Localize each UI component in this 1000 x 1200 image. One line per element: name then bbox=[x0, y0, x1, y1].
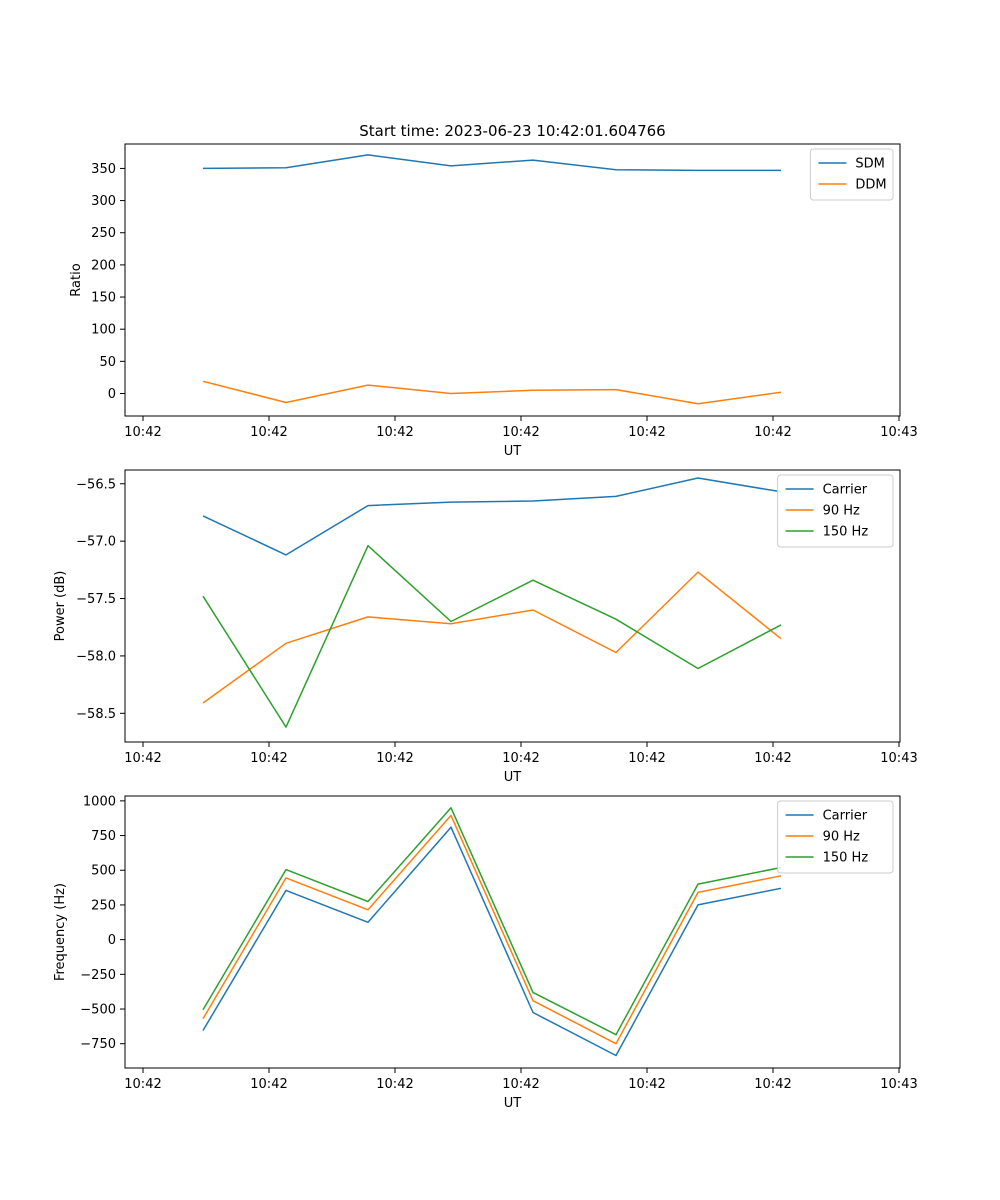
y-tick-label: −500 bbox=[80, 1003, 116, 1018]
series-line-sdm bbox=[202, 154, 781, 172]
chart-panel-2: 10:42 10:42 10:42 10:42 10:42 10:42 10:43 UT −58… bbox=[53, 469, 918, 785]
series-line-ddm bbox=[202, 380, 782, 405]
x-tick-label: 10:42 bbox=[250, 1077, 287, 1092]
y-tick-label: 250 bbox=[91, 226, 116, 241]
legend-label: Carrier bbox=[823, 483, 868, 498]
y-tick-label: 150 bbox=[91, 291, 116, 306]
legend-label: 90 Hz bbox=[823, 504, 860, 519]
y-tick-label: 250 bbox=[91, 898, 116, 913]
legend: Carrier 90 Hz 150 Hz bbox=[777, 474, 894, 548]
y-tick-label: 350 bbox=[91, 162, 116, 177]
x-tick-label: 10:43 bbox=[880, 425, 917, 440]
x-tick-label: 10:42 bbox=[754, 425, 791, 440]
y-tick-label: 50 bbox=[99, 355, 116, 370]
x-tick-label: 10:42 bbox=[628, 751, 665, 766]
series-line-90-hz bbox=[202, 571, 782, 704]
axes-frame bbox=[124, 795, 901, 1069]
y-tick-label: −57.0 bbox=[76, 535, 116, 550]
x-axis-label: UT bbox=[504, 770, 522, 785]
legend-label: Carrier bbox=[823, 809, 868, 824]
y-tick-label: 100 bbox=[91, 323, 116, 338]
legend-box bbox=[809, 148, 894, 201]
x-tick-label: 10:42 bbox=[124, 425, 161, 440]
axes-frame bbox=[124, 143, 901, 417]
chart-panel-1: 10:42 10:42 10:42 10:42 10:42 10:42 10:43 UT 0 50… bbox=[69, 143, 918, 459]
series-line-150-hz bbox=[202, 544, 782, 728]
legend: SDM DDM bbox=[809, 148, 894, 201]
legend-box bbox=[777, 800, 894, 874]
y-tick-label: 200 bbox=[91, 258, 116, 273]
y-tick-label: −56.5 bbox=[76, 477, 116, 492]
y-tick-label: 300 bbox=[91, 194, 116, 209]
x-tick-label: 10:42 bbox=[124, 751, 161, 766]
y-tick-label: −57.5 bbox=[76, 592, 116, 607]
legend-label: SDM bbox=[855, 157, 884, 172]
y-tick-label: 0 bbox=[108, 387, 116, 402]
series-line-150-hz bbox=[202, 807, 782, 1036]
chart-panel-3: 10:42 10:42 10:42 10:42 10:42 10:42 10:43 UT −75… bbox=[53, 794, 918, 1111]
x-tick-label: 10:42 bbox=[376, 1077, 413, 1092]
x-tick-label: 10:42 bbox=[250, 425, 287, 440]
x-tick-label: 10:42 bbox=[376, 425, 413, 440]
x-tick-label: 10:42 bbox=[502, 1077, 539, 1092]
x-axis-label: UT bbox=[504, 444, 522, 459]
axes-frame bbox=[124, 469, 901, 743]
x-axis-label: UT bbox=[504, 1096, 522, 1111]
x-tick-label: 10:42 bbox=[628, 1077, 665, 1092]
y-tick-label: −58.5 bbox=[76, 707, 116, 722]
legend-label: DDM bbox=[855, 178, 886, 193]
series-line-carrier bbox=[202, 477, 782, 556]
y-tick-label: −58.0 bbox=[76, 649, 116, 664]
x-tick-label: 10:42 bbox=[124, 1077, 161, 1092]
x-tick-label: 10:42 bbox=[502, 425, 539, 440]
x-tick-label: 10:42 bbox=[754, 1077, 791, 1092]
y-tick-label: 500 bbox=[91, 864, 116, 879]
y-tick-label: 1000 bbox=[83, 794, 116, 809]
figure-title: Start time: 2023-06-23 10:42:01.604766 bbox=[359, 122, 665, 140]
series-line-carrier bbox=[202, 826, 782, 1057]
x-tick-label: 10:42 bbox=[250, 751, 287, 766]
y-axis-label: Frequency (Hz) bbox=[53, 883, 68, 981]
x-tick-label: 10:42 bbox=[502, 751, 539, 766]
x-tick-label: 10:42 bbox=[754, 751, 791, 766]
y-tick-label: 0 bbox=[108, 933, 116, 948]
y-tick-label: −250 bbox=[80, 968, 116, 983]
x-tick-label: 10:43 bbox=[880, 1077, 917, 1092]
legend: Carrier 90 Hz 150 Hz bbox=[777, 800, 894, 874]
y-axis-label: Power (dB) bbox=[53, 571, 68, 642]
x-tick-label: 10:43 bbox=[880, 751, 917, 766]
y-axis-label: Ratio bbox=[69, 263, 84, 296]
x-tick-label: 10:42 bbox=[376, 751, 413, 766]
chart-panels: 10:42 10:42 10:42 10:42 10:42 10:42 10:43 UT 0 50… bbox=[53, 143, 918, 1111]
legend-label: 150 Hz bbox=[823, 525, 869, 540]
series-line-90-hz bbox=[202, 814, 782, 1045]
y-tick-label: −750 bbox=[80, 1037, 116, 1052]
x-tick-label: 10:42 bbox=[628, 425, 665, 440]
legend-label: 150 Hz bbox=[823, 851, 869, 866]
legend-box bbox=[777, 474, 894, 548]
legend-label: 90 Hz bbox=[823, 830, 860, 845]
y-tick-label: 750 bbox=[91, 829, 116, 844]
